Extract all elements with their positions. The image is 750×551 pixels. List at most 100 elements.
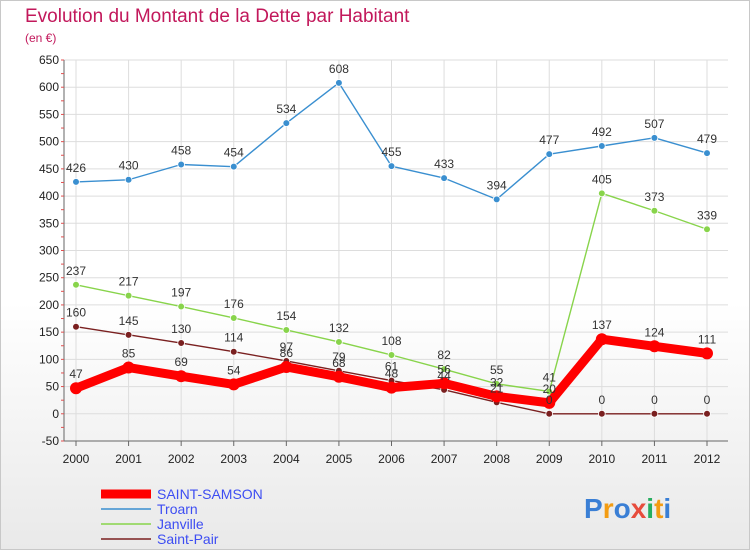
data-label: 145 [119, 314, 139, 328]
x-tick-label: 2009 [536, 452, 563, 466]
data-label: 82 [437, 348, 451, 362]
data-point [387, 162, 396, 170]
logo-letter: P [584, 493, 603, 524]
data-point [545, 150, 554, 158]
y-tick-label: 400 [39, 189, 59, 203]
logo-letter: i [646, 493, 654, 524]
data-point [545, 409, 554, 418]
data-point [492, 195, 501, 204]
x-tick-label: 2012 [694, 452, 721, 466]
data-point [385, 381, 398, 394]
legend-label: SAINT-SAMSON [157, 486, 263, 502]
data-label: 154 [276, 309, 296, 323]
data-label: 373 [644, 190, 664, 204]
chart-subtitle: (en €) [25, 31, 56, 45]
y-tick-label: 300 [39, 244, 59, 258]
x-tick-label: 2004 [273, 452, 300, 466]
data-label: 477 [539, 133, 559, 147]
data-label: 405 [592, 172, 612, 186]
data-point [545, 387, 554, 396]
data-point [177, 160, 185, 169]
data-label: 132 [329, 321, 349, 335]
data-point [650, 409, 659, 418]
legend-label: Saint-Pair [157, 531, 219, 547]
data-label: 54 [227, 363, 241, 377]
data-point [701, 347, 713, 360]
data-point [598, 142, 606, 150]
data-point [124, 291, 133, 300]
data-label: 160 [66, 306, 86, 320]
data-label: 85 [122, 347, 136, 361]
data-label: 455 [381, 145, 401, 159]
data-point [72, 178, 80, 186]
data-point [703, 149, 711, 157]
y-tick-label: 0 [52, 407, 59, 421]
data-point [595, 333, 608, 346]
x-tick-label: 2006 [378, 452, 405, 466]
data-label: 137 [592, 318, 612, 332]
y-tick-label: 250 [39, 271, 59, 285]
data-label: 108 [381, 334, 401, 348]
data-point [335, 79, 343, 87]
data-point [175, 370, 188, 383]
data-label: 114 [224, 331, 243, 345]
data-point [650, 206, 659, 215]
data-label: 534 [276, 102, 296, 116]
y-tick-label: 200 [39, 298, 59, 312]
data-label: 608 [329, 62, 349, 76]
y-tick-label: 50 [46, 380, 60, 394]
series-group [70, 79, 713, 418]
data-label: 394 [487, 178, 507, 192]
data-label: 0 [704, 393, 711, 407]
data-label: 97 [280, 340, 294, 354]
data-point [229, 347, 238, 356]
data-point [227, 378, 240, 391]
data-point [490, 390, 503, 403]
data-label: 237 [66, 264, 86, 278]
data-point [492, 380, 501, 388]
data-label: 55 [490, 363, 504, 377]
data-point [72, 280, 80, 289]
data-point [122, 361, 135, 374]
data-point [598, 189, 606, 198]
y-tick-label: -50 [42, 434, 60, 448]
data-point [440, 174, 448, 182]
data-labels: 160 145 130 114 97 79 61 44 21 0 0 0 0 237 217 197 176 15… [66, 62, 717, 407]
data-label: 48 [385, 367, 399, 381]
data-label: 111 [698, 332, 717, 346]
data-point [438, 377, 451, 390]
data-label: 0 [546, 393, 553, 407]
data-label: 0 [598, 393, 605, 407]
logo-letter: o [614, 493, 631, 524]
data-point [280, 360, 293, 373]
data-point [703, 225, 711, 234]
data-label: 61 [385, 360, 399, 374]
data-label: 86 [280, 346, 294, 360]
x-tick-label: 2008 [483, 452, 510, 466]
data-point [124, 175, 133, 184]
data-point [124, 331, 133, 339]
data-label: 217 [119, 275, 139, 289]
x-tick-label: 2001 [115, 452, 142, 466]
x-tick-label: 2007 [431, 452, 458, 466]
data-label: 507 [644, 117, 664, 131]
data-label: 47 [69, 367, 83, 381]
data-point [543, 396, 556, 409]
y-tick-label: 500 [39, 135, 59, 149]
chart-title: Evolution du Montant de la Dette par Hab… [25, 6, 410, 27]
data-label: 69 [174, 355, 188, 369]
data-label: 430 [119, 159, 139, 173]
data-label: 426 [66, 161, 86, 175]
data-label: 458 [171, 144, 191, 158]
legend-label: Troarn [157, 501, 198, 517]
x-tick-label: 2003 [220, 452, 247, 466]
data-point [648, 340, 661, 353]
data-label: 454 [224, 146, 244, 160]
data-point [387, 351, 396, 359]
logo-letter: x [631, 493, 647, 524]
data-label: 20 [543, 382, 557, 396]
data-point [70, 382, 82, 395]
data-label: 79 [332, 350, 346, 364]
